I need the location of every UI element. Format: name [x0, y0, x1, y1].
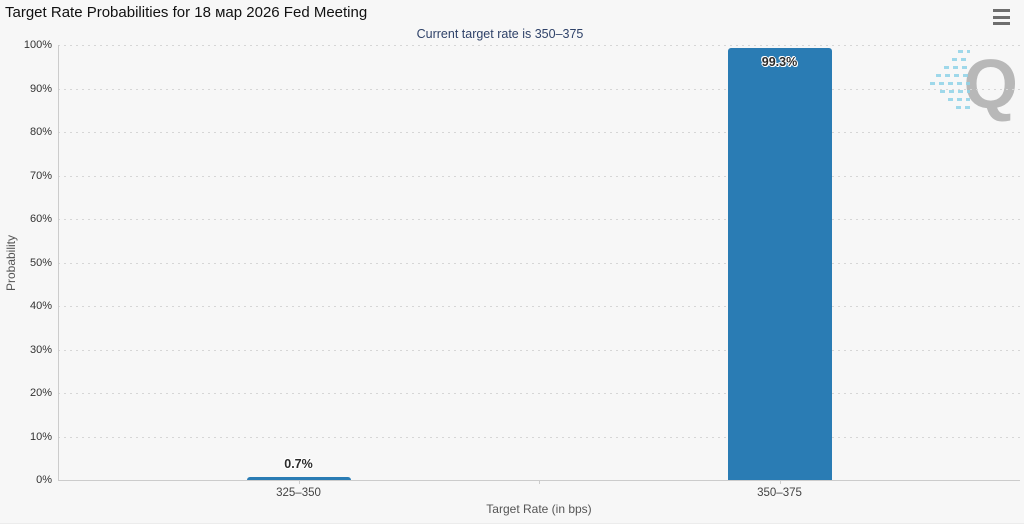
y-axis-tick-label: 30% — [29, 343, 52, 356]
menu-bar — [993, 22, 1010, 25]
x-axis-title: Target Rate (in bps) — [486, 502, 592, 516]
y-axis-tick-label: 10% — [29, 430, 52, 443]
hamburger-menu-icon[interactable] — [989, 7, 1015, 27]
gridline — [58, 88, 1020, 90]
gridline — [58, 306, 1020, 307]
gridline — [58, 45, 1020, 46]
y-axis-tick-label: 70% — [29, 169, 52, 182]
x-axis-category-label: 325–350 — [276, 487, 321, 499]
y-axis-tick-label: 0% — [36, 474, 52, 486]
watermark-dashes-icon — [929, 47, 970, 111]
y-axis-tick-label: 20% — [29, 387, 52, 399]
gridline — [58, 219, 1020, 220]
probability-bar[interactable] — [246, 476, 351, 480]
bar-data-label: 0.7% — [284, 456, 313, 471]
y-axis-tick-label: 40% — [29, 300, 52, 312]
x-axis-boundary-tick — [539, 480, 540, 484]
x-axis-category-label: 350–375 — [757, 487, 802, 499]
y-axis-tick-label: 80% — [29, 126, 52, 138]
y-axis-tick-label: 60% — [29, 213, 52, 225]
bar-data-label: 99.3% — [761, 55, 798, 70]
x-axis-tick — [779, 480, 781, 484]
gridline — [58, 393, 1020, 394]
watermark-logo: Q — [929, 45, 1018, 123]
menu-bar — [993, 15, 1010, 19]
gridline — [58, 262, 1020, 264]
gridline — [58, 175, 1020, 177]
chart-title: Target Rate Probabilities for 18 мар 202… — [5, 4, 368, 21]
gridline — [58, 436, 1020, 438]
gridline — [58, 132, 1020, 133]
chart-subtitle: Current target rate is 350–375 — [416, 27, 584, 41]
gridline — [58, 349, 1020, 351]
y-axis-tick-label: 90% — [29, 82, 52, 95]
y-axis-tick-label: 100% — [23, 39, 52, 51]
watermark-letter: Q — [963, 45, 1018, 123]
y-axis-line — [58, 45, 59, 480]
x-axis-tick — [298, 480, 300, 484]
y-axis-tick-label: 50% — [29, 256, 52, 269]
probability-bar[interactable] — [727, 48, 832, 480]
menu-bar — [993, 9, 1010, 12]
